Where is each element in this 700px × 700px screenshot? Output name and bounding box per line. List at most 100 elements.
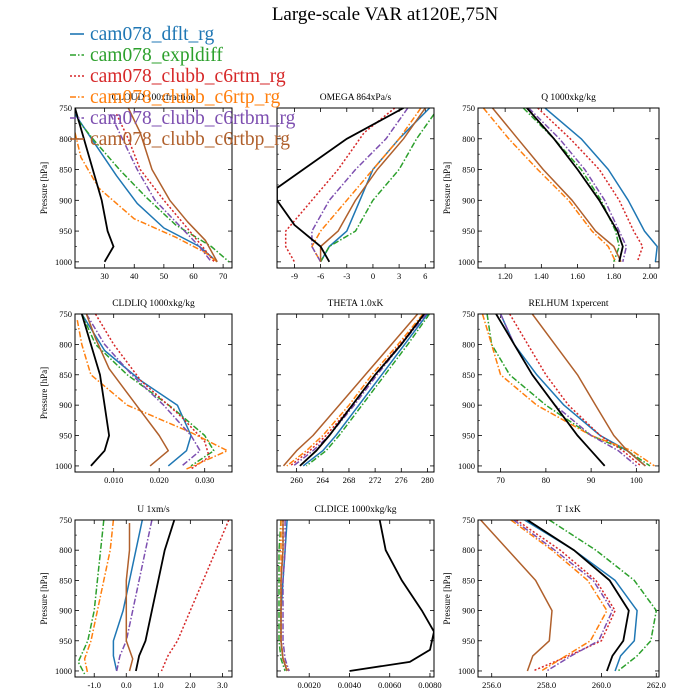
x-tick-label: 262.0 xyxy=(647,680,666,690)
legend-item-cam078_clubb_c6rtbp_rg: cam078_clubb_c6rtbp_rg xyxy=(70,129,290,150)
x-tick-label: 0.0040 xyxy=(338,680,361,690)
series-line-cam078_clubb_c6rtbm_rg xyxy=(499,314,637,467)
y-tick-label: 850 xyxy=(462,165,475,175)
plot-area xyxy=(278,520,434,672)
series-line-cam078_clubb_c6rtp_rg xyxy=(83,520,115,675)
y-tick-label: 750 xyxy=(59,515,72,525)
series-line-cam078_expldiff xyxy=(278,520,286,672)
x-tick-label: 258.0 xyxy=(537,680,556,690)
panel-frame xyxy=(477,107,660,269)
chart-panel-7: U 1xm/s 750 800 850 900 950 1000 -1.0 0.0 1.0 2.0 3… xyxy=(39,505,233,690)
panel-title: OMEGA 864xPa/s xyxy=(320,93,392,103)
x-tick-label: 60 xyxy=(189,271,198,281)
series-line-cam078_clubb_c6rtbp_rg xyxy=(125,523,134,672)
series-line-cam078_clubb_c6rtbp_rg xyxy=(480,520,553,672)
y-tick-label: 800 xyxy=(462,134,475,144)
x-tick-label: 276 xyxy=(395,475,408,485)
panel-title: CLDICE 1000xkg/kg xyxy=(314,505,396,515)
chart-panel-6: RELHUM 1xpercent 750 800 850 900 950 1000 70 80 9… xyxy=(458,299,660,485)
series-line-obs xyxy=(299,314,425,467)
x-tick-label: -6 xyxy=(317,271,324,281)
chart-panel-8: CLDICE 1000xkg/kg 0.0020 0.0040 0.0060 0.008… xyxy=(276,505,442,690)
series-line-cam078_clubb_c6rtp_rg xyxy=(311,108,422,263)
panel-frame xyxy=(477,313,660,473)
y-tick-label: 950 xyxy=(59,636,72,646)
plot-area xyxy=(75,108,230,263)
x-tick-label: 3.0 xyxy=(217,680,228,690)
chart-panel-9: T 1xK 750 800 850 900 950 1000 256.0 258.0 260.0 2… xyxy=(442,505,666,690)
panel-title: T 1xK xyxy=(556,505,581,515)
x-tick-label: 2.0 xyxy=(185,680,196,690)
series-line-cam078_clubb_c6rtbp_rg xyxy=(280,520,288,672)
x-tick-label: 268 xyxy=(343,475,356,485)
y-tick-label: 850 xyxy=(59,165,72,175)
series-line-cam078_clubb_c6rtp_rg xyxy=(75,132,218,263)
x-tick-label: 70 xyxy=(219,271,228,281)
panel-title: RELHUM 1xpercent xyxy=(529,299,609,309)
series-line-cam078_clubb_c6rtp_rg xyxy=(481,314,655,467)
y-tick-label: 1000 xyxy=(55,257,72,267)
x-tick-label: 256.0 xyxy=(482,680,501,690)
series-line-cam078_clubb_c6rtp_rg xyxy=(510,520,608,672)
x-tick-label: 0.0060 xyxy=(378,680,401,690)
panel-frame xyxy=(276,107,435,269)
series-line-cam078_clubb_c6rtp_rg xyxy=(286,314,424,467)
x-tick-label: 1.0 xyxy=(153,680,164,690)
x-tick-label: 0.0080 xyxy=(418,680,441,690)
x-tick-label: 1.40 xyxy=(534,271,549,281)
series-line-cam078_clubb_c6rtp_rg xyxy=(482,108,617,263)
panel-frame xyxy=(276,519,435,678)
legend-label: cam078_clubb_c6rtbm_rg xyxy=(90,108,296,129)
x-tick-label: 260.0 xyxy=(592,680,611,690)
y-tick-label: 750 xyxy=(462,103,475,113)
series-line-cam078_clubb_c6rtp_rg xyxy=(76,319,229,470)
x-tick-label: 0 xyxy=(371,271,375,281)
x-tick-label: 30 xyxy=(100,271,109,281)
series-line-obs xyxy=(526,520,630,672)
panel-title: CLOUD 100xfraction xyxy=(112,92,196,103)
panel-title: U 1xm/s xyxy=(137,505,170,515)
series-line-cam078_expldiff xyxy=(81,314,215,467)
series-line-cam078_clubb_c6rtm_rg xyxy=(94,314,210,470)
chart-panel-1: CLOUD 100xfraction 750 800 850 900 950 1000 30 4… xyxy=(39,92,233,281)
series-line-cam078_clubb_c6rtm_rg xyxy=(289,314,425,467)
panel-frame xyxy=(276,313,435,473)
y-tick-label: 900 xyxy=(59,606,72,616)
series-line-cam078_clubb_c6rtbp_rg xyxy=(85,314,170,467)
y-axis-label: Pressure [hPa] xyxy=(39,572,49,624)
series-line-cam078_clubb_c6rtbp_rg xyxy=(127,108,218,263)
y-axis-label: Pressure [hPa] xyxy=(442,572,452,624)
series-line-cam078_dflt_rg xyxy=(544,108,658,262)
series-line-cam078_clubb_c6rtm_rg xyxy=(515,520,616,672)
y-tick-label: 800 xyxy=(59,339,72,349)
y-tick-label: 1000 xyxy=(55,666,72,676)
y-tick-label: 1000 xyxy=(55,461,72,471)
x-tick-label: 70 xyxy=(496,475,505,485)
plot-area xyxy=(482,108,658,263)
series-line-cam078_clubb_c6rtm_rg xyxy=(284,108,396,263)
x-tick-label: 0.0 xyxy=(121,680,132,690)
y-tick-label: 950 xyxy=(462,226,475,236)
legend-label: cam078_clubb_c6rtm_rg xyxy=(90,66,286,87)
series-line-cam078_clubb_c6rtbm_rg xyxy=(109,113,212,263)
legend-item-cam078_clubb_c6rtp_rg: cam078_clubb_c6rtp_rg xyxy=(70,87,281,108)
x-tick-label: 272 xyxy=(369,475,382,485)
series-line-cam078_dflt_rg xyxy=(81,314,192,467)
x-tick-label: 2.00 xyxy=(643,271,658,281)
y-tick-label: 750 xyxy=(59,309,72,319)
x-tick-label: 1.60 xyxy=(570,271,585,281)
x-tick-label: 0.0020 xyxy=(298,680,321,690)
series-line-cam078_dflt_rg xyxy=(302,314,429,467)
series-line-cam078_clubb_c6rtm_rg xyxy=(160,520,230,672)
legend-item-cam078_expldiff: cam078_expldiff xyxy=(70,45,223,66)
plot-area xyxy=(76,314,229,470)
y-tick-label: 950 xyxy=(462,431,475,441)
panel-title: THETA 1.0xK xyxy=(328,299,384,309)
x-tick-label: 0.020 xyxy=(150,475,169,485)
x-tick-label: 260 xyxy=(290,475,303,485)
series-line-cam078_clubb_c6rtm_rg xyxy=(537,108,644,263)
y-tick-label: 800 xyxy=(59,134,72,144)
y-tick-label: 750 xyxy=(462,309,475,319)
series-line-cam078_clubb_c6rtbm_rg xyxy=(311,108,409,263)
plot-area xyxy=(277,108,434,263)
